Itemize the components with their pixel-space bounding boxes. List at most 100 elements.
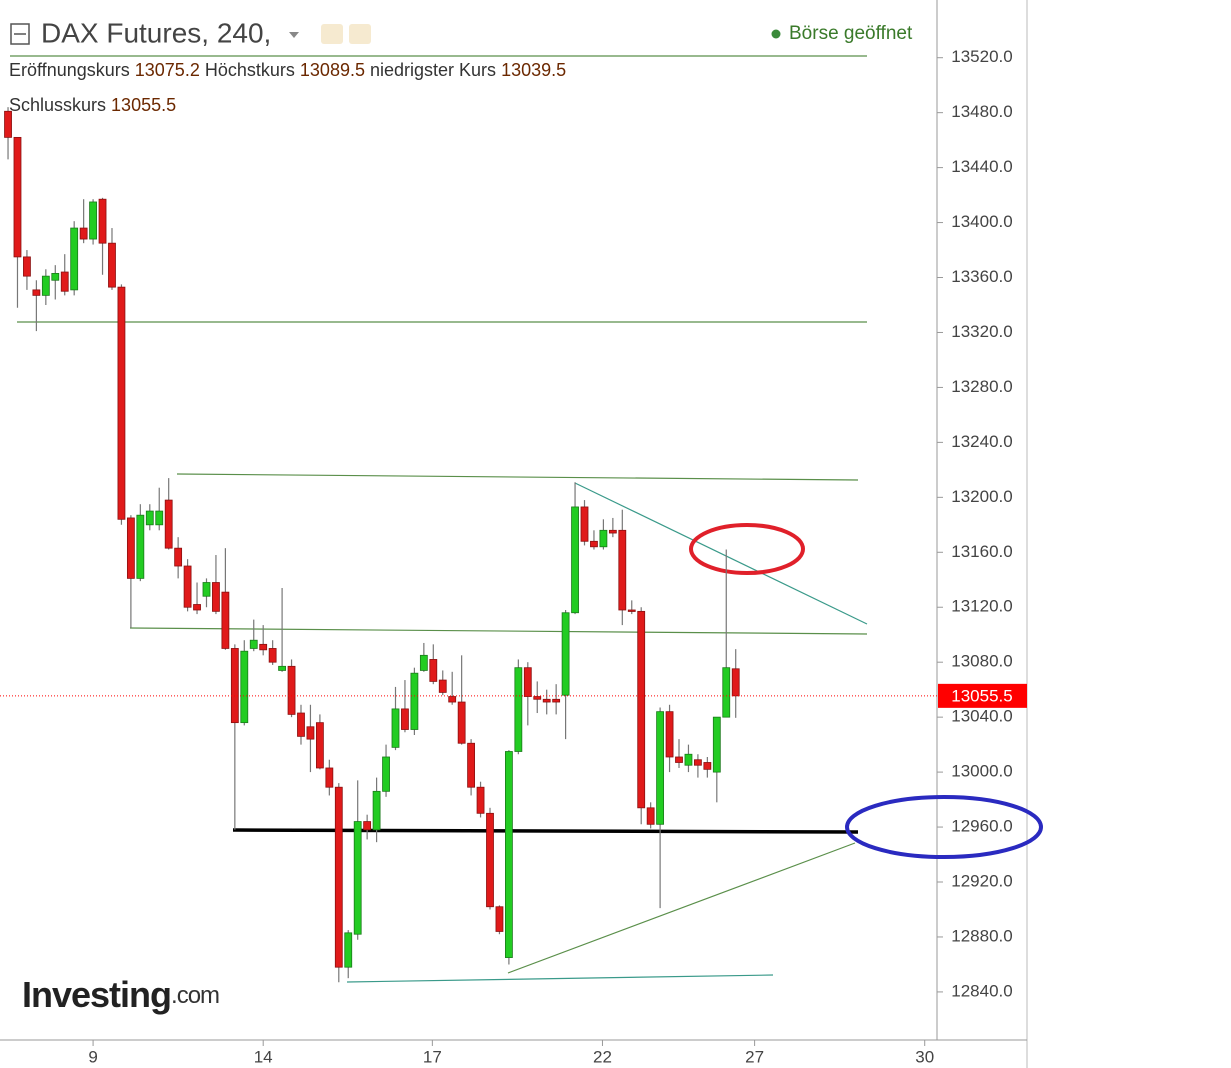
trend-line [507, 842, 856, 974]
ohlc-value: 13055.5 [111, 95, 176, 115]
candle-body [675, 756, 683, 763]
candle-body [608, 529, 617, 534]
ohlc-legend: Schlusskurs 13055.5 [9, 95, 176, 115]
candle-body [401, 708, 409, 730]
candle-body [429, 659, 438, 682]
y-tick-label: 12880.0 [951, 926, 1012, 945]
x-tick-label: 17 [423, 1047, 442, 1066]
candle-body [410, 672, 419, 730]
y-tick-label: 13240.0 [951, 432, 1012, 451]
icon [321, 24, 343, 44]
y-tick-label: 13440.0 [951, 157, 1012, 176]
candle-body [297, 712, 305, 737]
candle-body [712, 716, 721, 773]
candle-body [306, 726, 315, 740]
candle-body [486, 812, 494, 908]
x-tick-label: 9 [88, 1047, 97, 1066]
candle-body [382, 756, 390, 792]
last-price-label: 13055.5 [951, 686, 1012, 705]
candle-body [419, 654, 428, 671]
watermark-main: Investing [22, 974, 171, 1015]
ohlc-value: 13039.5 [501, 60, 566, 80]
candle-body [495, 906, 504, 932]
candle-body [694, 759, 702, 766]
trend-line [129, 627, 868, 635]
candle-body [136, 514, 145, 579]
ohlc-legend: Eröffnungskurs 13075.2 Höchstkurs 13089.… [9, 60, 566, 80]
candle-body [372, 790, 381, 831]
y-tick-label: 13120.0 [951, 597, 1012, 616]
candle-body [731, 668, 740, 697]
ohlc-label: Schlusskurs [9, 95, 106, 115]
candle-body [571, 506, 579, 614]
candle-body [70, 227, 79, 291]
candle-body [98, 198, 107, 244]
candle-body [183, 565, 192, 608]
trend-line [346, 974, 774, 983]
candle-body [212, 582, 220, 612]
watermark: Investing.com [22, 974, 219, 1015]
candle-body [618, 529, 627, 611]
candle-body [467, 742, 475, 788]
y-tick-label: 13320.0 [951, 322, 1012, 341]
candle-body [79, 227, 88, 240]
candle-body [542, 698, 551, 703]
y-tick-label: 13520.0 [951, 47, 1012, 66]
y-tick-label: 13200.0 [951, 487, 1012, 506]
y-tick-label: 13480.0 [951, 102, 1012, 121]
candle-body [656, 711, 665, 825]
candle-body [240, 650, 249, 724]
y-tick-label: 13040.0 [951, 707, 1012, 726]
candle-body [60, 271, 69, 292]
watermark-suffix: .com [171, 982, 219, 1009]
candle-body [89, 201, 97, 240]
x-tick-label: 14 [254, 1047, 273, 1066]
candle-body [684, 753, 693, 766]
candle-body [599, 529, 608, 548]
candle-body [32, 289, 41, 296]
candles [4, 107, 740, 983]
icon [349, 24, 371, 44]
y-tick-label: 13160.0 [951, 542, 1012, 561]
candle-body [476, 786, 485, 814]
ohlc-label: Eröffnungskurs [9, 60, 130, 80]
y-tick-label: 13000.0 [951, 762, 1012, 781]
candle-body [193, 604, 201, 611]
candle-body [552, 698, 561, 703]
support-line [232, 828, 859, 834]
trend-line [176, 473, 859, 481]
candle-body [202, 582, 211, 597]
candle-body [580, 506, 589, 542]
dropdown-icon[interactable] [289, 32, 299, 38]
candle-body [221, 591, 230, 649]
candle-body [126, 517, 135, 579]
candle-body [533, 696, 542, 700]
candle-body [646, 807, 655, 825]
x-tick-label: 27 [745, 1047, 764, 1066]
candle-body [259, 643, 268, 651]
candle-body [4, 110, 12, 138]
candle-body [722, 667, 731, 718]
market-status: Börse geöffnet [789, 23, 913, 44]
candle-body [438, 679, 447, 693]
candle-body [457, 701, 466, 744]
candle-body [590, 540, 598, 548]
candle-body [174, 547, 183, 567]
candle-body [363, 821, 372, 831]
y-tick-label: 13360.0 [951, 267, 1012, 286]
candle-body [164, 499, 173, 549]
candle-body [344, 932, 353, 968]
candle-body [230, 648, 239, 724]
candle-body [627, 609, 636, 612]
candle-body [665, 711, 674, 758]
trend-line [574, 482, 868, 625]
candle-body [117, 286, 126, 520]
candle-body [13, 136, 22, 258]
candle-body [523, 667, 532, 697]
candle-body [287, 665, 296, 715]
candle-body [23, 256, 31, 277]
y-tick-label: 13080.0 [951, 652, 1012, 671]
y-tick-label: 13280.0 [951, 377, 1012, 396]
candle-body [334, 786, 343, 968]
